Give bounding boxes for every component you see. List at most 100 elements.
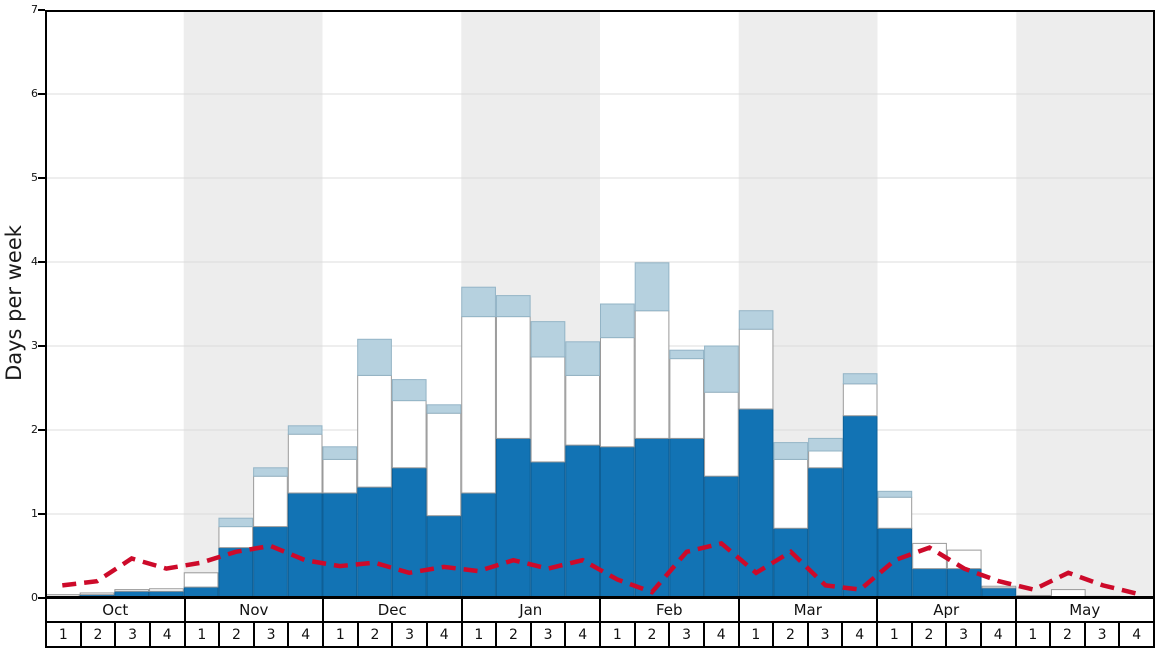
month-label: Feb — [655, 601, 683, 619]
bar-segment-white-bars — [669, 358, 705, 439]
week-cell: 2 — [636, 623, 671, 646]
week-cell: 2 — [774, 623, 809, 646]
bar-segment-light-blue-bars — [357, 338, 392, 376]
month-label: Apr — [933, 601, 960, 619]
y-tick-label: 0 — [31, 591, 38, 604]
bar-segment-dark-blue-bars — [738, 408, 774, 598]
bar-segment-light-blue-bars — [565, 341, 600, 376]
bar-segment-white-bars — [149, 588, 184, 592]
y-tick-mark — [38, 93, 45, 95]
week-cell: 2 — [82, 623, 117, 646]
week-cell: 4 — [982, 623, 1017, 646]
bar-segment-white-bars — [842, 383, 878, 417]
bar-segment-dark-blue-bars — [704, 475, 739, 598]
month-cell: Jan — [463, 599, 601, 621]
week-cell: 1 — [463, 623, 498, 646]
month-band — [1016, 10, 1155, 598]
month-label: Nov — [239, 601, 269, 619]
week-cell: 4 — [705, 623, 740, 646]
week-label: 1 — [474, 626, 484, 643]
week-label: 4 — [578, 626, 588, 643]
week-cell: 1 — [47, 623, 82, 646]
bar-segment-white-bars — [287, 433, 323, 494]
y-tick-label: 7 — [31, 3, 38, 16]
week-cell: 2 — [497, 623, 532, 646]
bar-segment-white-bars — [391, 400, 427, 469]
week-label: 2 — [231, 626, 241, 643]
week-cell: 3 — [1086, 623, 1121, 646]
week-label: 4 — [855, 626, 865, 643]
week-cell: 1 — [324, 623, 359, 646]
bar-segment-light-blue-bars — [253, 467, 288, 477]
week-cell: 3 — [532, 623, 567, 646]
week-cell: 3 — [255, 623, 290, 646]
month-label: Mar — [793, 601, 822, 619]
y-tick-label: 4 — [31, 255, 38, 268]
month-cell: May — [1017, 599, 1154, 621]
bar-segment-light-blue-bars — [842, 373, 878, 385]
bar-segment-dark-blue-bars — [287, 492, 323, 598]
week-cell: 3 — [809, 623, 844, 646]
bar-segment-light-blue-bars — [669, 349, 705, 360]
y-tick-label: 3 — [31, 339, 38, 352]
week-label: 1 — [58, 626, 68, 643]
week-label: 1 — [612, 626, 622, 643]
y-tick-mark — [38, 513, 45, 515]
month-cell: Feb — [601, 599, 740, 621]
month-cell: Oct — [47, 599, 186, 621]
bar-segment-white-bars — [530, 356, 566, 463]
week-label: 4 — [301, 626, 311, 643]
bar-segment-white-bars — [565, 374, 600, 446]
bar-segment-white-bars — [981, 585, 1017, 589]
week-cell: 4 — [843, 623, 878, 646]
bar-segment-white-bars — [218, 526, 254, 549]
bar-segment-dark-blue-bars — [495, 437, 531, 598]
y-tick-label: 5 — [31, 171, 38, 184]
bar-segment-white-bars — [808, 450, 843, 469]
bar-segment-white-bars — [773, 458, 809, 529]
week-cell: 2 — [220, 623, 255, 646]
month-cell: Dec — [324, 599, 463, 621]
month-cell: Mar — [740, 599, 878, 621]
month-cell: Nov — [186, 599, 324, 621]
week-cell: 1 — [186, 623, 221, 646]
bar-segment-white-bars — [426, 412, 462, 517]
month-axis: Oct Nov Dec Jan Feb Mar Apr May — [45, 597, 1155, 623]
y-tick-mark — [38, 429, 45, 431]
bar-segment-dark-blue-bars — [808, 467, 843, 598]
y-axis-title: Days per week — [2, 225, 26, 381]
week-label: 1 — [197, 626, 207, 643]
y-tick-mark — [38, 9, 45, 11]
month-label: Jan — [519, 601, 543, 619]
bar-segment-white-bars — [114, 589, 150, 592]
week-cell: 3 — [670, 623, 705, 646]
bar-segment-white-bars — [946, 549, 982, 570]
bar-segment-light-blue-bars — [808, 437, 843, 452]
bar-segment-dark-blue-bars — [218, 547, 254, 598]
week-cell: 4 — [428, 623, 463, 646]
bar-segment-dark-blue-bars — [842, 415, 878, 598]
week-cell: 3 — [947, 623, 982, 646]
bar-segment-dark-blue-bars — [565, 444, 600, 598]
week-label: 2 — [785, 626, 795, 643]
week-label: 2 — [93, 626, 103, 643]
week-cell: 4 — [289, 623, 324, 646]
y-tick-mark — [38, 597, 45, 599]
month-label: Oct — [102, 601, 129, 619]
bar-segment-white-bars — [877, 496, 913, 529]
bar-segment-light-blue-bars — [461, 286, 496, 318]
bar-segment-light-blue-bars — [391, 379, 427, 402]
week-cell: 2 — [359, 623, 394, 646]
bar-segment-white-bars — [704, 391, 739, 477]
week-label: 4 — [1132, 626, 1142, 643]
bar-segment-light-blue-bars — [530, 321, 566, 358]
week-label: 2 — [924, 626, 934, 643]
week-cell: 1 — [740, 623, 775, 646]
bar-segment-light-blue-bars — [877, 490, 913, 498]
week-label: 2 — [1062, 626, 1072, 643]
bar-segment-dark-blue-bars — [357, 486, 392, 598]
week-label: 3 — [266, 626, 276, 643]
bar-segment-dark-blue-bars — [530, 461, 566, 598]
week-label: 4 — [993, 626, 1003, 643]
